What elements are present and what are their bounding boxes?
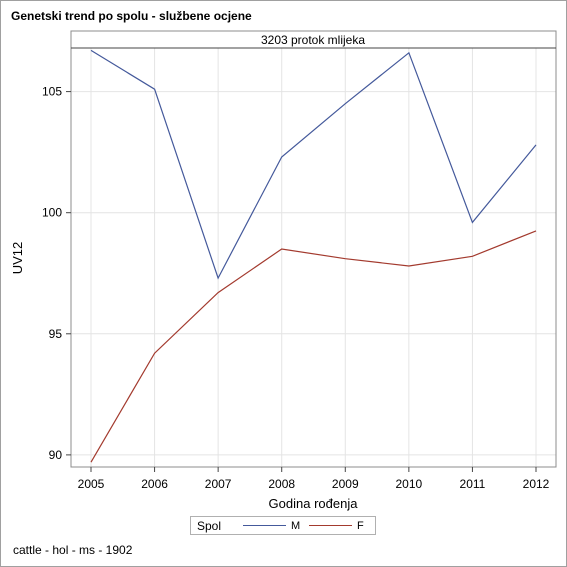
y-axis: 90 95 100 105 [42, 85, 71, 462]
series-line-f [90, 230, 537, 463]
series-line-m [90, 49, 537, 280]
x-tick-label: 2011 [460, 477, 486, 491]
legend-title: Spol [197, 519, 222, 533]
y-tick-label: 90 [49, 448, 63, 462]
legend: Spol M F [190, 516, 376, 535]
panel-label: 3203 protok mlijeka [261, 33, 365, 47]
x-tick-label: 2008 [268, 477, 295, 491]
footer-note: cattle - hol - ms - 1902 [13, 543, 133, 557]
x-axis-label: Godina rođenja [269, 496, 359, 511]
grid-lines [71, 48, 556, 467]
series-group [90, 49, 537, 463]
legend-line-f [309, 525, 352, 526]
y-tick-label: 95 [49, 327, 63, 341]
legend-label-f: F [357, 520, 364, 532]
y-tick-label: 105 [42, 85, 62, 99]
x-axis: 2005 2006 2007 2008 2009 2010 2011 2012 [78, 467, 550, 491]
x-tick-label: 2006 [141, 477, 168, 491]
x-tick-label: 2005 [78, 477, 105, 491]
x-tick-label: 2007 [205, 477, 232, 491]
y-axis-label: UV12 [10, 242, 25, 275]
legend-line-m [243, 525, 286, 526]
x-tick-label: 2009 [332, 477, 359, 491]
y-tick-label: 100 [42, 206, 62, 220]
legend-label-m: M [291, 520, 301, 532]
x-tick-label: 2010 [396, 477, 423, 491]
plot-area [70, 30, 557, 468]
x-tick-label: 2012 [523, 477, 550, 491]
chart-title: Genetski trend po spolu - službene ocjen… [11, 9, 252, 23]
